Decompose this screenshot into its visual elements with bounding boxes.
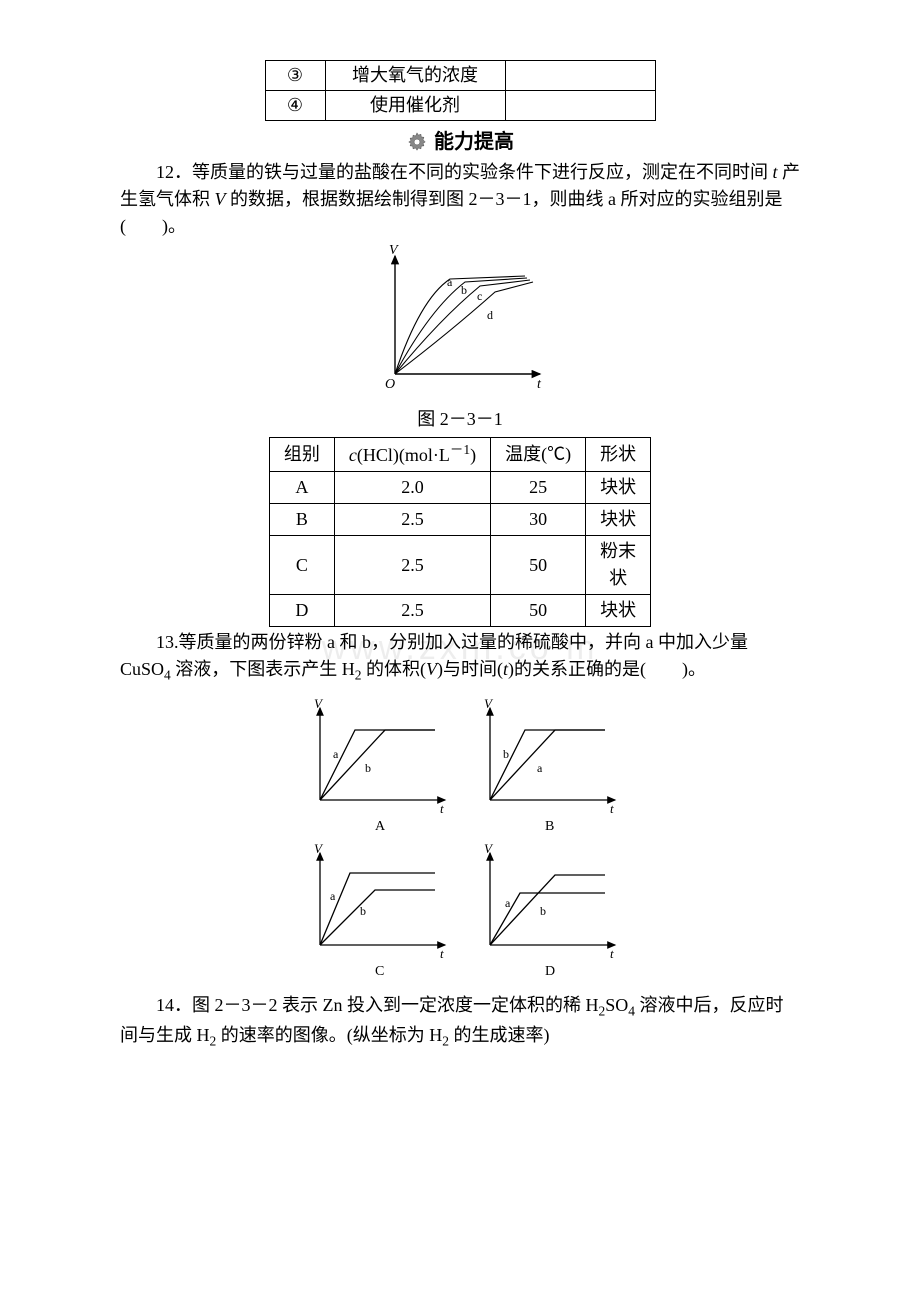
cell: 块状 xyxy=(586,504,651,536)
svg-text:b: b xyxy=(365,761,371,775)
svg-text:b: b xyxy=(461,283,467,297)
gear-icon xyxy=(406,131,428,153)
cell: 块状 xyxy=(586,472,651,504)
svg-text:O: O xyxy=(385,377,395,392)
svg-text:A: A xyxy=(375,819,386,834)
svg-text:c: c xyxy=(477,289,482,303)
cell: 粉末状 xyxy=(586,536,651,595)
row-note xyxy=(505,91,655,121)
cell: 30 xyxy=(491,504,586,536)
svg-text:a: a xyxy=(505,896,511,910)
table-row: B 2.5 30 块状 xyxy=(269,504,650,536)
cell: D xyxy=(269,595,334,627)
cell: 25 xyxy=(491,472,586,504)
cell: 50 xyxy=(491,536,586,595)
col-conc: c(HCl)(mol·L－1) xyxy=(334,438,490,472)
q13-charts: V t a b A V t b a B V t xyxy=(120,690,800,988)
q13-text: 13.等质量的两份锌粉 a 和 b，分别加入过量的稀硫酸中，并向 a 中加入少量… xyxy=(120,629,800,686)
svg-text:d: d xyxy=(487,308,493,322)
svg-text:V: V xyxy=(314,696,324,711)
col-group: 组别 xyxy=(269,438,334,472)
svg-text:D: D xyxy=(545,964,555,979)
table-header-row: 组别 c(HCl)(mol·L－1) 温度(℃) 形状 xyxy=(269,438,650,472)
row-label: 增大氧气的浓度 xyxy=(325,61,505,91)
svg-text:t: t xyxy=(610,801,614,816)
q12-caption: 图 2－3－1 xyxy=(120,406,800,433)
table-row: C 2.5 50 粉末状 xyxy=(269,536,650,595)
table-row: D 2.5 50 块状 xyxy=(269,595,650,627)
q12-chart: V t O a b c d xyxy=(120,244,800,402)
col-temp: 温度(℃) xyxy=(491,438,586,472)
table-row: A 2.0 25 块状 xyxy=(269,472,650,504)
mini-table: ③ 增大氧气的浓度 ④ 使用催化剂 xyxy=(265,60,656,121)
row-note xyxy=(505,61,655,91)
svg-text:B: B xyxy=(545,819,554,834)
cell: A xyxy=(269,472,334,504)
svg-text:C: C xyxy=(375,964,384,979)
svg-text:a: a xyxy=(333,747,339,761)
row-label: 使用催化剂 xyxy=(325,91,505,121)
svg-text:V: V xyxy=(484,841,494,856)
q14-text: 14．图 2－3－2 表示 Zn 投入到一定浓度一定体积的稀 H2SO4 溶液中… xyxy=(120,992,800,1052)
cell: 2.5 xyxy=(334,595,490,627)
svg-text:b: b xyxy=(360,904,366,918)
section-header: 能力提高 xyxy=(120,127,800,157)
q12-text: 12．等质量的铁与过量的盐酸在不同的实验条件下进行反应，测定在不同时间 t 产生… xyxy=(120,159,800,240)
cell: 50 xyxy=(491,595,586,627)
cell: 2.0 xyxy=(334,472,490,504)
cell: B xyxy=(269,504,334,536)
cell: C xyxy=(269,536,334,595)
table-row: ③ 增大氧气的浓度 xyxy=(265,61,655,91)
svg-text:V: V xyxy=(389,244,399,258)
svg-text:V: V xyxy=(484,696,494,711)
row-num: ③ xyxy=(265,61,325,91)
cell: 2.5 xyxy=(334,536,490,595)
svg-text:a: a xyxy=(537,761,543,775)
section-title: 能力提高 xyxy=(434,127,514,157)
cell: 块状 xyxy=(586,595,651,627)
svg-text:a: a xyxy=(330,889,336,903)
svg-text:a: a xyxy=(447,275,453,289)
svg-text:t: t xyxy=(440,801,444,816)
svg-text:b: b xyxy=(540,904,546,918)
svg-text:V: V xyxy=(314,841,324,856)
svg-text:b: b xyxy=(503,747,509,761)
svg-text:t: t xyxy=(610,946,614,961)
q12-table: 组别 c(HCl)(mol·L－1) 温度(℃) 形状 A 2.0 25 块状 … xyxy=(269,437,651,627)
row-num: ④ xyxy=(265,91,325,121)
table-row: ④ 使用催化剂 xyxy=(265,91,655,121)
col-shape: 形状 xyxy=(586,438,651,472)
svg-text:t: t xyxy=(440,946,444,961)
cell: 2.5 xyxy=(334,504,490,536)
svg-text:t: t xyxy=(537,377,542,392)
